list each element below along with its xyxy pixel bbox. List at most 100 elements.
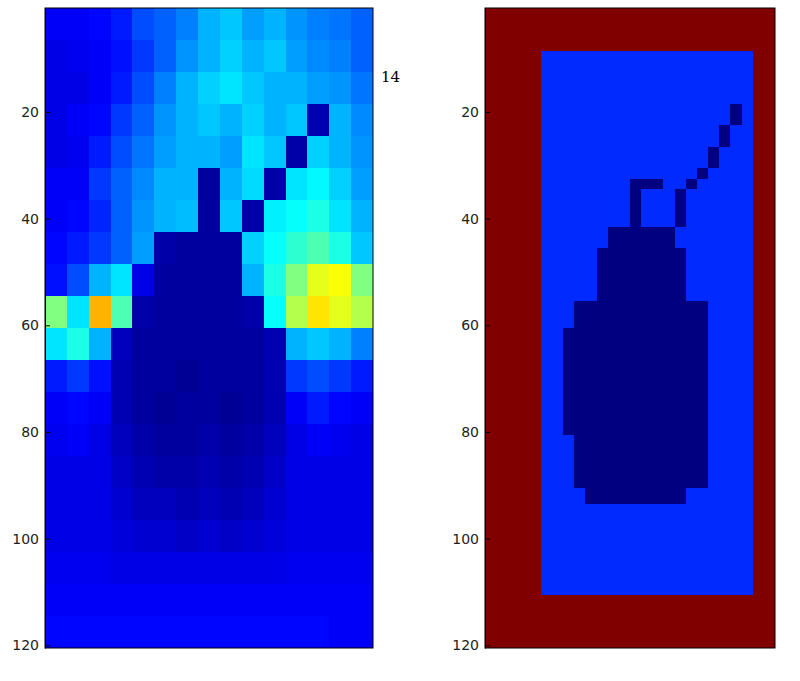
heatmap-cell <box>675 504 687 595</box>
heatmap-cell <box>764 189 775 227</box>
heatmap-cell <box>132 488 154 521</box>
heatmap-cell <box>541 435 553 489</box>
heatmap-cell <box>675 168 687 179</box>
heatmap-cell <box>329 232 351 265</box>
heatmap-cell <box>686 328 698 435</box>
heatmap-cell <box>530 125 542 147</box>
heatmap-cell <box>176 584 198 617</box>
heatmap-cell <box>730 125 742 147</box>
heatmap-cell <box>198 456 220 489</box>
heatmap-cell <box>176 8 198 41</box>
heatmap-cell <box>286 200 308 233</box>
heatmap-cell <box>530 248 542 302</box>
heatmap-cell <box>764 248 775 302</box>
heatmap-cell <box>307 232 329 265</box>
heatmap-cell <box>719 301 731 328</box>
heatmap-cell <box>675 179 687 190</box>
heatmap-cell <box>675 125 687 147</box>
heatmap-cell <box>67 616 89 648</box>
heatmap-cell <box>220 232 242 265</box>
heatmap-cell <box>675 227 687 249</box>
heatmap-cell <box>686 8 698 51</box>
heatmap-cell <box>351 232 373 265</box>
heatmap-cell <box>764 8 775 51</box>
heatmap-cell <box>753 8 765 51</box>
heatmap-cell <box>518 168 530 179</box>
heatmap-cell <box>697 504 709 595</box>
heatmap-cell <box>530 104 542 126</box>
heatmap-cell <box>220 296 242 329</box>
heatmap-cell <box>198 488 220 521</box>
heatmap-cell <box>111 264 133 297</box>
tick-label: 80 <box>461 424 479 440</box>
heatmap-cell <box>730 51 742 105</box>
heatmap-cell <box>485 504 497 595</box>
heatmap-cell <box>708 227 720 249</box>
heatmap-cell <box>753 179 765 190</box>
heatmap-cell <box>742 328 754 435</box>
heatmap-cell <box>286 392 308 425</box>
heatmap-cell <box>132 40 154 73</box>
plot-frame <box>485 8 775 648</box>
heatmap-cell <box>154 40 176 73</box>
heatmap-cell <box>351 264 373 297</box>
heatmap-cell <box>652 179 664 190</box>
heatmap-cell <box>563 504 575 595</box>
heatmap-cell <box>630 168 642 179</box>
heatmap-cell <box>552 104 564 126</box>
heatmap-cell <box>111 232 133 265</box>
heatmap-cell <box>220 488 242 521</box>
heatmap-cell <box>619 504 631 595</box>
heatmap-cell <box>132 616 154 648</box>
heatmap-cell <box>307 584 329 617</box>
heatmap-cell <box>264 232 286 265</box>
heatmap-cell <box>307 328 329 361</box>
heatmap-cell <box>518 301 530 328</box>
heatmap-cell <box>719 248 731 302</box>
heatmap-cell <box>641 189 653 227</box>
heatmap-cell <box>619 301 631 328</box>
heatmap-cell <box>89 456 111 489</box>
heatmap-cell <box>264 104 286 137</box>
heatmap-cell <box>641 104 653 126</box>
tick-label: 60 <box>461 317 479 333</box>
heatmap-cell <box>132 168 154 201</box>
heatmap-cell <box>264 360 286 393</box>
heatmap-cell <box>176 616 198 648</box>
heatmap-cell <box>663 248 675 302</box>
heatmap-cell <box>608 125 620 147</box>
heatmap-cell <box>708 179 720 190</box>
tick-mark <box>45 432 50 433</box>
tick: 20 <box>461 104 490 120</box>
heatmap-cell <box>652 104 664 126</box>
heatmap-cell <box>198 8 220 41</box>
heatmap-cell <box>198 136 220 169</box>
tick-label: 120 <box>12 637 39 653</box>
heatmap-cell <box>132 520 154 553</box>
heatmap-cell <box>507 328 519 435</box>
heatmap-cell <box>264 584 286 617</box>
tick-label: 20 <box>21 104 39 120</box>
heatmap-cell <box>132 584 154 617</box>
heatmap-cell <box>518 51 530 105</box>
tick-mark <box>485 112 490 113</box>
heatmap-cell <box>67 552 89 585</box>
heatmap-cell <box>111 200 133 233</box>
heatmap-cell <box>518 328 530 435</box>
heatmap-cell <box>719 488 731 505</box>
heatmap-cell <box>485 147 497 169</box>
heatmap-cell <box>154 488 176 521</box>
heatmap-cell <box>719 435 731 489</box>
heatmap-cells <box>45 8 373 648</box>
heatmap-cell <box>132 456 154 489</box>
heatmap-cell <box>663 189 675 227</box>
axis-line <box>485 9 486 649</box>
heatmap-cell <box>67 200 89 233</box>
heatmap-cell <box>307 392 329 425</box>
heatmap-cell <box>67 488 89 521</box>
heatmap-cell <box>697 488 709 505</box>
heatmap-cell <box>697 227 709 249</box>
heatmap-cell <box>563 595 575 648</box>
heatmap-cell <box>485 328 497 435</box>
heatmap-cell <box>45 264 67 297</box>
